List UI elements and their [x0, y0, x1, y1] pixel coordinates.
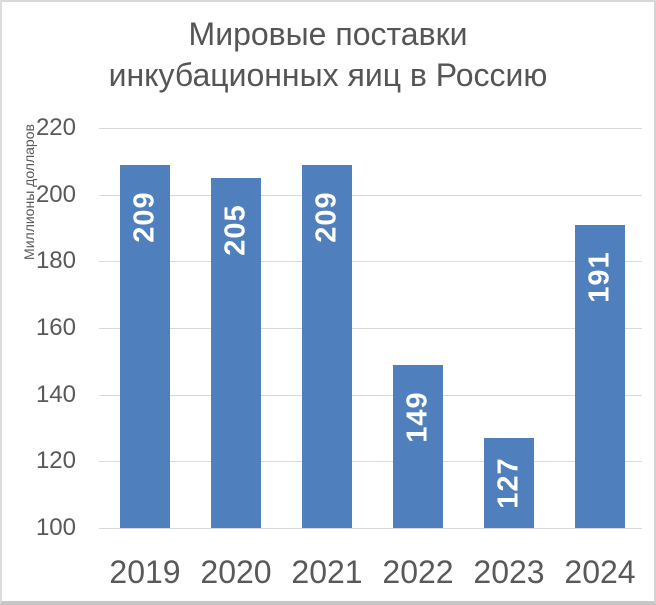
x-tick-label: 2022 — [382, 554, 454, 590]
y-tick-label: 220 — [35, 114, 76, 141]
gridline — [99, 328, 642, 329]
chart-title-line-2: инкубационных яиц в Россию — [108, 57, 548, 93]
y-tick-label: 180 — [35, 247, 76, 275]
y-tick-label: 120 — [35, 447, 76, 475]
gridline — [99, 128, 642, 129]
x-tick-label: 2024 — [564, 554, 636, 590]
bar-value-label: 191 — [583, 250, 616, 303]
y-tick-label: 100 — [35, 514, 76, 541]
x-tick-label: 2019 — [109, 554, 181, 590]
gridline — [99, 261, 642, 263]
bar-value-label: 209 — [128, 190, 161, 243]
bar-value-label: 127 — [492, 457, 525, 509]
bar-value-label: 205 — [219, 204, 252, 256]
chart-title: Мировые поставки инкубационных яиц в Рос… — [2, 14, 654, 96]
plot-area: 209 205 209 149 127 191 — [99, 128, 642, 529]
x-tick-label: 2020 — [200, 554, 272, 590]
gridline — [99, 528, 642, 529]
x-tick-label: 2023 — [473, 554, 545, 590]
gridline — [99, 461, 642, 463]
y-tick-label: 160 — [35, 314, 76, 341]
bar-2021: 209 — [302, 164, 352, 528]
bar-2023: 127 — [484, 438, 534, 528]
bar-value-label: 209 — [310, 190, 343, 243]
chart-title-line-1: Мировые поставки — [188, 16, 468, 52]
y-tick-label: 140 — [35, 380, 76, 408]
gridline — [99, 394, 642, 396]
bar-2024: 191 — [575, 224, 625, 528]
gridline — [99, 194, 642, 196]
bar-2020: 205 — [211, 178, 261, 528]
y-tick-label: 200 — [35, 180, 76, 208]
bar-value-label: 149 — [401, 390, 434, 443]
x-tick-label: 2021 — [291, 554, 363, 590]
bar-2019: 209 — [120, 164, 170, 528]
bar-2022: 149 — [393, 364, 443, 528]
